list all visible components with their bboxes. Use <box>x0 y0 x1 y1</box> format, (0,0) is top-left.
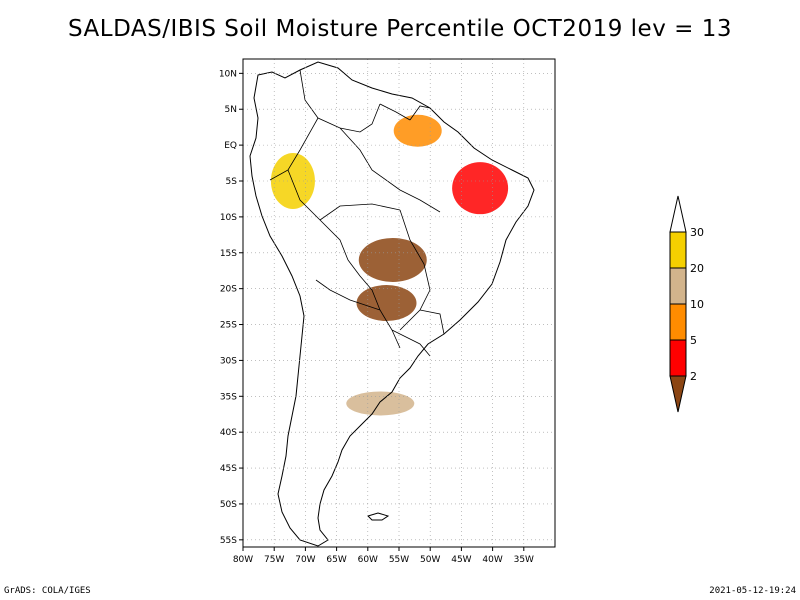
legend-label: 5 <box>690 334 697 347</box>
coastline <box>249 61 535 547</box>
y-tick-label: 15S <box>220 249 237 259</box>
footer-credit: GrADS: COLA/IGES <box>4 586 91 596</box>
moisture-fills <box>270 114 509 416</box>
color-legend: 30 20 10 5 2 <box>669 195 704 413</box>
moisture-region-central-brazil-dry <box>358 237 427 282</box>
legend-swatch-below-2 <box>669 375 687 413</box>
y-tick-label: 55S <box>220 536 237 546</box>
x-tick-label: 50W <box>420 555 440 565</box>
y-tick-label: 45S <box>220 464 237 474</box>
y-tick-label: 50S <box>220 500 237 510</box>
y-tick-label: 25S <box>220 321 237 331</box>
map-title: SALDAS/IBIS Soil Moisture Percentile OCT… <box>68 16 732 42</box>
south-america-outline <box>249 61 535 547</box>
x-tick-label: 70W <box>295 555 315 565</box>
y-axis: 10N 5N EQ 5S 10S 15S 20S 25S 30S 35S 40S 45S 50S 55S <box>219 69 243 546</box>
footer-timestamp: 2021-05-12-19:24 <box>709 586 796 596</box>
y-tick-label: 20S <box>220 285 237 295</box>
moisture-region-northeast-brazil <box>452 162 509 215</box>
x-tick-label: 55W <box>389 555 409 565</box>
moisture-region-western-amazon <box>270 153 315 209</box>
y-tick-label: 10N <box>219 69 237 79</box>
moisture-region-parana-dry <box>356 285 417 321</box>
x-tick-label: 80W <box>233 555 253 565</box>
x-tick-label: 65W <box>326 555 346 565</box>
x-tick-label: 45W <box>451 555 471 565</box>
legend-label: 20 <box>690 262 704 275</box>
x-tick-label: 60W <box>358 555 378 565</box>
y-tick-label: 40S <box>220 428 237 438</box>
x-tick-label: 75W <box>264 555 284 565</box>
y-tick-label: 5S <box>226 177 238 187</box>
grid-lines <box>243 59 555 547</box>
legend-swatch-above-30 <box>669 195 687 233</box>
moisture-region-buenos-aires <box>346 391 415 416</box>
y-tick-label: 10S <box>220 213 237 223</box>
legend-swatch <box>669 231 687 269</box>
y-tick-label: EQ <box>224 141 237 151</box>
legend-label: 2 <box>690 370 697 383</box>
y-tick-label: 35S <box>220 392 237 402</box>
y-tick-label: 5N <box>225 105 237 115</box>
legend-label: 10 <box>690 298 704 311</box>
x-tick-label: 40W <box>482 555 502 565</box>
falkland-islands <box>367 512 390 521</box>
legend-swatch <box>669 303 687 341</box>
legend-swatch <box>669 267 687 305</box>
country-borders <box>269 69 445 357</box>
legend-swatch <box>669 339 687 377</box>
y-tick-label: 30S <box>220 356 237 366</box>
moisture-region-amazon-north <box>393 114 442 147</box>
x-tick-label: 35W <box>514 555 534 565</box>
x-axis: 80W 75W 70W 65W 60W 55W 50W 45W 40W 35W <box>233 547 534 565</box>
legend-label: 30 <box>690 226 704 239</box>
